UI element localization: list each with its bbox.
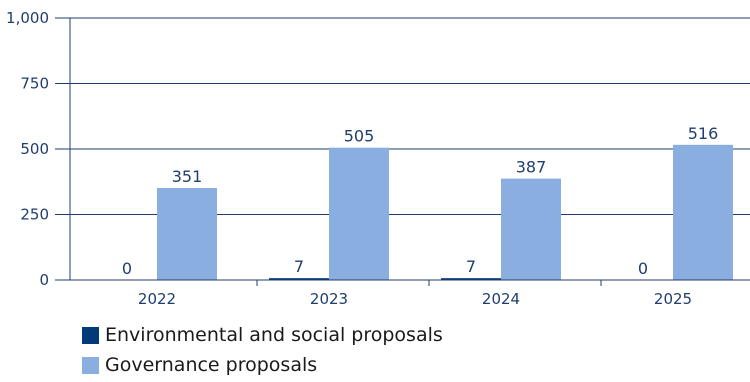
data-labels: 0 351 7 505 7 387 0 516 — [122, 124, 718, 278]
legend-swatch-governance — [82, 356, 99, 374]
legend-item-governance: Governance proposals — [82, 350, 443, 380]
bars — [157, 144, 733, 280]
data-label-environmental-2024: 7 — [466, 257, 476, 276]
y-tick-label: 500 — [20, 140, 49, 158]
legend-item-environmental: Environmental and social proposals — [82, 320, 443, 350]
y-tick-label: 750 — [20, 75, 49, 93]
bar-governance-2025 — [673, 144, 733, 280]
y-axis: 0 250 500 750 1,000 — [6, 9, 71, 289]
data-label-governance-2023: 505 — [344, 127, 375, 146]
bar-environmental-2023 — [269, 278, 329, 280]
x-tick-label-2022: 2022 — [138, 290, 176, 308]
legend: Environmental and social proposals Gover… — [82, 320, 443, 380]
x-tick-label-2023: 2023 — [310, 290, 348, 308]
y-tick-label: 1,000 — [6, 9, 49, 27]
data-label-governance-2024: 387 — [516, 158, 547, 177]
x-tick-label-2025: 2025 — [654, 290, 692, 308]
data-label-environmental-2025: 0 — [638, 259, 648, 278]
data-label-governance-2022: 351 — [172, 167, 203, 186]
bar-governance-2022 — [157, 188, 217, 280]
bar-environmental-2024 — [441, 278, 501, 280]
legend-label-environmental: Environmental and social proposals — [105, 324, 443, 346]
data-label-environmental-2023: 7 — [294, 257, 304, 276]
x-axis: 2022 2023 2024 2025 — [55, 279, 750, 308]
bar-governance-2024 — [501, 178, 561, 280]
data-label-governance-2025: 516 — [688, 124, 719, 143]
data-label-environmental-2022: 0 — [122, 259, 132, 278]
y-tick-label: 0 — [39, 271, 49, 289]
x-tick-label-2024: 2024 — [482, 290, 520, 308]
y-tick-label: 250 — [20, 206, 49, 224]
legend-swatch-environmental — [82, 326, 99, 344]
legend-label-governance: Governance proposals — [105, 354, 318, 376]
bar-governance-2023 — [329, 147, 389, 280]
